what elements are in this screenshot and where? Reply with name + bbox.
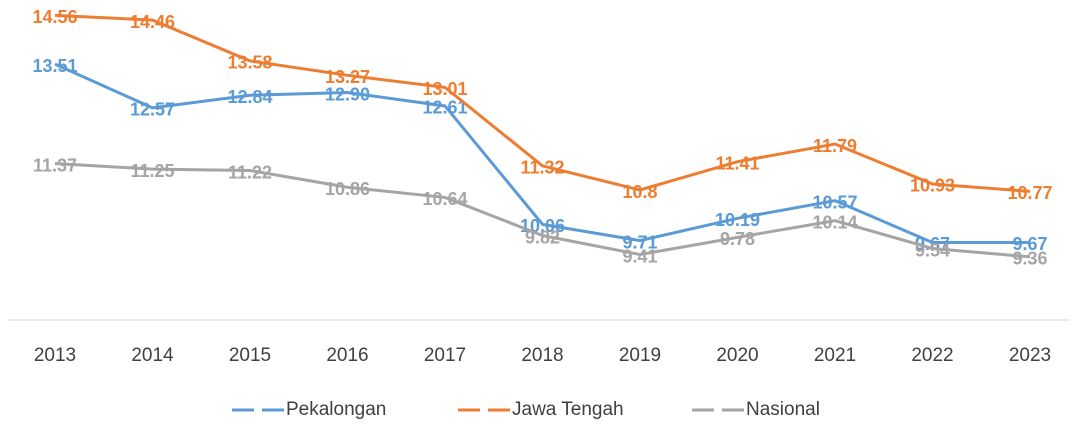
x-tick-label: 2015 xyxy=(229,345,271,366)
data-label: 10.57 xyxy=(812,192,857,212)
data-label: 9.54 xyxy=(915,240,950,260)
data-label: 9.78 xyxy=(720,229,755,249)
data-label: 12.57 xyxy=(130,100,175,120)
data-label: 10.93 xyxy=(910,176,955,196)
data-label: 13.58 xyxy=(227,53,272,73)
data-label: 10.86 xyxy=(325,179,370,199)
data-label: 12.61 xyxy=(422,98,467,118)
data-label: 9.36 xyxy=(1012,249,1047,269)
data-label: 9.67 xyxy=(1012,234,1047,254)
x-tick-label: 2019 xyxy=(619,345,661,366)
x-tick-label: 2013 xyxy=(34,345,76,366)
legend-label: Nasional xyxy=(746,399,820,420)
data-label: 11.41 xyxy=(715,153,759,173)
legend-label: Jawa Tengah xyxy=(512,399,624,420)
data-label: 9.71 xyxy=(622,232,657,252)
data-label: 14.56 xyxy=(32,7,77,27)
x-tick-label: 2021 xyxy=(814,345,856,366)
data-label: 11.22 xyxy=(228,162,272,182)
data-label: 11.25 xyxy=(130,161,174,181)
data-label: 10.19 xyxy=(715,210,760,230)
series-line xyxy=(54,62,1030,244)
x-tick-label: 2017 xyxy=(424,345,466,366)
data-label: 14.46 xyxy=(130,12,175,32)
x-tick-label: 2022 xyxy=(911,345,953,366)
data-label: 10.8 xyxy=(622,182,657,202)
x-tick-label: 2018 xyxy=(521,345,563,366)
data-label: 10.64 xyxy=(422,189,467,209)
data-label: 11.79 xyxy=(813,136,857,156)
data-label: 9.82 xyxy=(525,227,560,247)
data-label: 10.14 xyxy=(812,212,857,232)
data-label: 13.27 xyxy=(325,67,370,87)
data-label: 11.37 xyxy=(33,155,77,175)
data-label: 13.01 xyxy=(422,79,467,99)
x-tick-label: 2020 xyxy=(716,345,758,366)
x-tick-label: 2014 xyxy=(131,345,174,366)
data-label: 12.90 xyxy=(325,84,370,104)
data-label: 9.41 xyxy=(622,246,657,266)
series-line xyxy=(54,13,1031,193)
data-label: 12.84 xyxy=(227,87,272,107)
series-line xyxy=(54,162,1031,259)
data-label: 10.77 xyxy=(1007,183,1052,203)
data-label: 13.51 xyxy=(32,56,77,76)
x-tick-label: 2023 xyxy=(1009,345,1051,366)
data-label: 11.32 xyxy=(520,158,564,178)
x-tick-label: 2016 xyxy=(326,345,368,366)
legend-label: Pekalongan xyxy=(286,399,386,420)
